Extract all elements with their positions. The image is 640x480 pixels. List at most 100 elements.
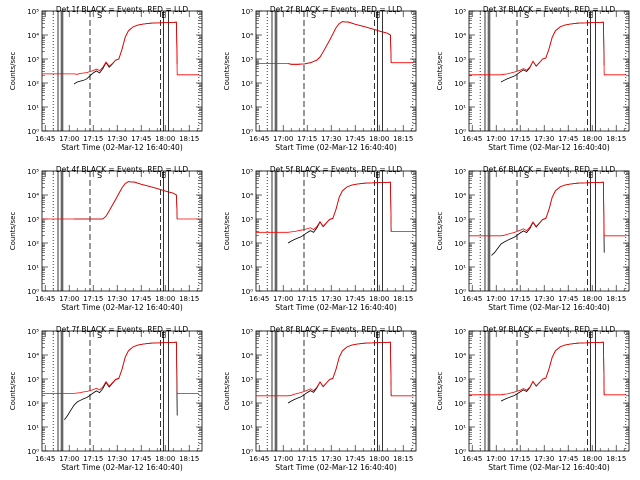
series-line-lld bbox=[256, 21, 413, 65]
y-tick-label: 10³ bbox=[454, 376, 466, 384]
y-tick-label: 10⁰ bbox=[454, 448, 466, 456]
chart-panel-3: 10⁰ 10¹ 10² 10³ 10⁴ 10⁵ 16:45 17:00 17:15 17:30 17… bbox=[436, 5, 630, 152]
y-tick-label: 10⁵ bbox=[454, 8, 466, 16]
x-axis-label: Start Time (02-Mar-12 16:40:40) bbox=[275, 143, 397, 152]
marker-label: S bbox=[97, 11, 102, 20]
x-tick-label: 16:45 bbox=[249, 135, 269, 143]
chart-panel-2: 10⁰ 10¹ 10² 10³ 10⁴ 10⁵ 16:45 17:00 17:15 17:30 17… bbox=[223, 5, 417, 152]
x-tick-label: 18:15 bbox=[393, 135, 413, 143]
y-tick-label: 10⁰ bbox=[27, 448, 39, 456]
y-tick-label: 10³ bbox=[454, 216, 466, 224]
marker-label: S bbox=[97, 171, 102, 180]
x-tick-label: 18:00 bbox=[582, 455, 602, 463]
plot-frame bbox=[468, 10, 630, 132]
marker-label: E bbox=[161, 171, 166, 180]
y-tick-label: 10⁵ bbox=[27, 328, 39, 336]
chart-panel-6: 10⁰ 10¹ 10² 10³ 10⁴ 10⁵ 16:45 17:00 17:15 17:30 17… bbox=[436, 165, 630, 312]
y-tick-label: 10⁵ bbox=[27, 168, 39, 176]
chart-panel-7: 10⁰ 10¹ 10² 10³ 10⁴ 10⁵ 16:45 17:00 17:15 17:30 17… bbox=[9, 325, 203, 472]
x-tick-label: 17:00 bbox=[273, 295, 293, 303]
x-tick-label: 16:45 bbox=[249, 295, 269, 303]
y-axis-label: Counts/sec bbox=[223, 52, 231, 91]
y-axis-label: Counts/sec bbox=[436, 52, 444, 91]
y-tick-label: 10² bbox=[454, 80, 466, 88]
y-tick-label: 10⁴ bbox=[241, 192, 253, 200]
y-tick-label: 10¹ bbox=[27, 424, 39, 432]
x-tick-label: 17:15 bbox=[297, 455, 317, 463]
x-tick-label: 17:00 bbox=[486, 135, 506, 143]
marker-label: E bbox=[161, 331, 166, 340]
y-tick-label: 10¹ bbox=[241, 264, 253, 272]
x-tick-label: 17:00 bbox=[486, 455, 506, 463]
x-tick-label: 18:00 bbox=[155, 455, 175, 463]
series-line-lld bbox=[256, 341, 413, 397]
x-tick-label: 17:00 bbox=[273, 135, 293, 143]
y-tick-label: 10⁴ bbox=[27, 32, 39, 40]
y-tick-label: 10⁵ bbox=[241, 8, 253, 16]
series-line-lld bbox=[469, 21, 626, 76]
chart-panel-1: 10⁰ 10¹ 10² 10³ 10⁴ 10⁵ 16:45 17:00 17:15 17:30 17… bbox=[9, 5, 203, 152]
x-tick-label: 18:15 bbox=[606, 455, 626, 463]
x-tick-label: 16:45 bbox=[35, 295, 55, 303]
x-tick-label: 18:00 bbox=[369, 295, 389, 303]
x-tick-label: 17:00 bbox=[59, 295, 79, 303]
y-tick-label: 10³ bbox=[27, 376, 39, 384]
x-axis-label: Start Time (02-Mar-12 16:40:40) bbox=[488, 463, 610, 472]
marker-label: S bbox=[97, 331, 102, 340]
x-tick-label: 18:00 bbox=[582, 135, 602, 143]
series-line-lld bbox=[469, 181, 626, 237]
chart-title: Det 4f BLACK = Events, RED = LLD bbox=[56, 165, 189, 174]
x-tick-label: 18:15 bbox=[606, 135, 626, 143]
plot-frame bbox=[255, 10, 417, 132]
chart-panel-4: 10⁰ 10¹ 10² 10³ 10⁴ 10⁵ 16:45 17:00 17:15 17:30 17… bbox=[9, 165, 203, 312]
x-tick-label: 17:15 bbox=[510, 295, 530, 303]
x-tick-label: 17:45 bbox=[345, 135, 365, 143]
y-tick-label: 10⁴ bbox=[241, 32, 253, 40]
y-tick-label: 10² bbox=[27, 80, 39, 88]
plot-frame bbox=[468, 170, 630, 292]
y-axis-label: Counts/sec bbox=[223, 212, 231, 251]
x-tick-label: 18:15 bbox=[393, 455, 413, 463]
y-tick-label: 10³ bbox=[27, 56, 39, 64]
chart-title: Det 1f BLACK = Events, RED = LLD bbox=[56, 5, 189, 14]
marker-label: E bbox=[375, 11, 380, 20]
y-tick-label: 10² bbox=[241, 240, 253, 248]
x-axis-label: Start Time (02-Mar-12 16:40:40) bbox=[275, 463, 397, 472]
x-tick-label: 17:00 bbox=[486, 295, 506, 303]
x-tick-label: 17:30 bbox=[107, 295, 127, 303]
x-axis-label: Start Time (02-Mar-12 16:40:40) bbox=[488, 143, 610, 152]
y-tick-label: 10¹ bbox=[241, 424, 253, 432]
series-line-lld bbox=[256, 181, 413, 233]
x-tick-label: 18:00 bbox=[155, 295, 175, 303]
y-tick-label: 10² bbox=[27, 240, 39, 248]
x-tick-label: 16:45 bbox=[462, 135, 482, 143]
x-axis-label: Start Time (02-Mar-12 16:40:40) bbox=[61, 463, 183, 472]
marker-label: E bbox=[588, 331, 593, 340]
x-tick-label: 17:45 bbox=[131, 295, 151, 303]
y-tick-label: 10¹ bbox=[27, 264, 39, 272]
y-tick-label: 10³ bbox=[27, 216, 39, 224]
y-axis-label: Counts/sec bbox=[436, 372, 444, 411]
chart-panel-5: 10⁰ 10¹ 10² 10³ 10⁴ 10⁵ 16:45 17:00 17:15 17:30 17… bbox=[223, 165, 417, 312]
x-tick-label: 17:15 bbox=[510, 455, 530, 463]
series-line-lld bbox=[42, 21, 199, 76]
marker-label: E bbox=[161, 11, 166, 20]
x-tick-label: 17:15 bbox=[83, 135, 103, 143]
y-tick-label: 10⁰ bbox=[241, 288, 253, 296]
y-tick-label: 10⁵ bbox=[27, 8, 39, 16]
y-tick-label: 10⁰ bbox=[241, 448, 253, 456]
series-line-events bbox=[74, 181, 178, 220]
x-tick-label: 17:45 bbox=[345, 295, 365, 303]
chart-title: Det 3f BLACK = Events, RED = LLD bbox=[483, 5, 616, 14]
x-tick-label: 17:30 bbox=[321, 135, 341, 143]
chart-title: Det 2f BLACK = Events, RED = LLD bbox=[270, 5, 403, 14]
x-tick-label: 17:15 bbox=[297, 135, 317, 143]
x-tick-label: 16:45 bbox=[462, 295, 482, 303]
series-line-lld bbox=[42, 341, 199, 394]
x-tick-label: 18:00 bbox=[369, 455, 389, 463]
x-tick-label: 17:30 bbox=[321, 295, 341, 303]
y-tick-label: 10³ bbox=[241, 376, 253, 384]
y-tick-label: 10⁵ bbox=[241, 168, 253, 176]
series-line-lld bbox=[469, 341, 626, 396]
marker-label: E bbox=[588, 11, 593, 20]
